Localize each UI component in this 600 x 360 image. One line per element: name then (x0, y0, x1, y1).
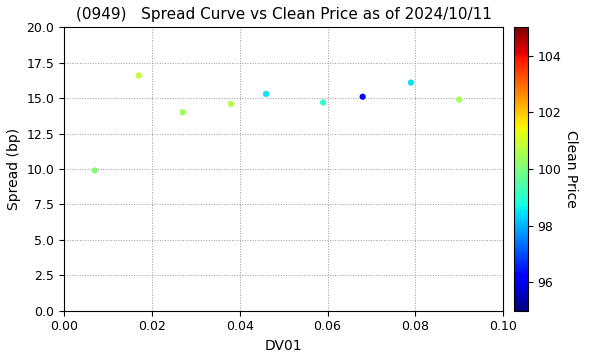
Point (134, 73, 143, 78)
X-axis label: DV01: DV01 (265, 339, 302, 353)
Point (406, 80, 416, 85)
Point (261, 91, 271, 97)
Point (90, 167, 100, 173)
Title: (0949)   Spread Curve vs Clean Price as of 2024/10/11: (0949) Spread Curve vs Clean Price as of… (76, 7, 491, 22)
Y-axis label: Clean Price: Clean Price (564, 130, 578, 208)
Point (454, 97, 464, 103)
Point (178, 109, 187, 115)
Point (226, 101, 236, 107)
Y-axis label: Spread (bp): Spread (bp) (7, 128, 21, 210)
Point (358, 94, 367, 100)
Point (319, 99, 328, 105)
